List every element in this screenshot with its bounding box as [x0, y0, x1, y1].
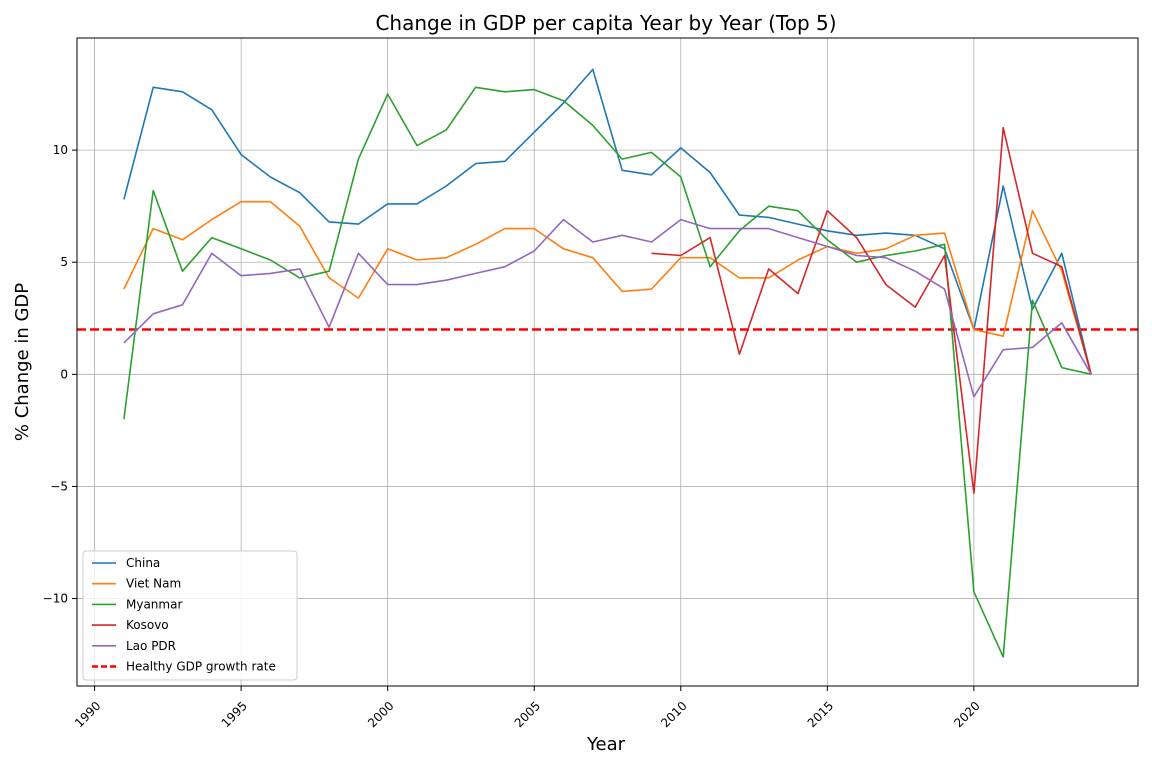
y-tick-label: 10	[53, 143, 68, 157]
legend-label-lao-pdr: Lao PDR	[126, 639, 176, 653]
series-line-myanmar	[123, 86, 1092, 658]
legend-label-myanmar: Myanmar	[126, 597, 182, 611]
legend-label-viet-nam: Viet Nam	[126, 577, 181, 591]
legend: China Viet Nam Myanmar Kosovo Lao PDR Healthy…	[82, 550, 298, 681]
legend-label-healthy-gdp-growth-rate: Healthy GDP growth rate	[126, 660, 276, 674]
y-tick-label: −10	[43, 592, 68, 606]
series-line-lao-pdr	[123, 218, 1092, 398]
legend-box	[82, 550, 298, 681]
series-line-viet-nam	[123, 200, 1092, 375]
y-axis-ticks: −10 −5 0 5 10	[43, 143, 77, 606]
x-axis-label: Year	[586, 734, 626, 755]
legend-label-kosovo: Kosovo	[126, 618, 169, 632]
y-axis-label: % Change in GDP	[12, 283, 33, 441]
legend-label-china: China	[126, 556, 160, 570]
y-tick-label: 0	[60, 367, 68, 381]
series-line-china	[123, 68, 1092, 375]
series-line-kosovo	[651, 126, 1092, 495]
y-tick-label: 5	[60, 255, 68, 269]
chart-title: Change in GDP per capita Year by Year (T…	[375, 11, 836, 35]
series-layer	[123, 68, 1092, 658]
plot-frame	[76, 37, 1139, 687]
y-tick-label: −5	[50, 479, 68, 493]
